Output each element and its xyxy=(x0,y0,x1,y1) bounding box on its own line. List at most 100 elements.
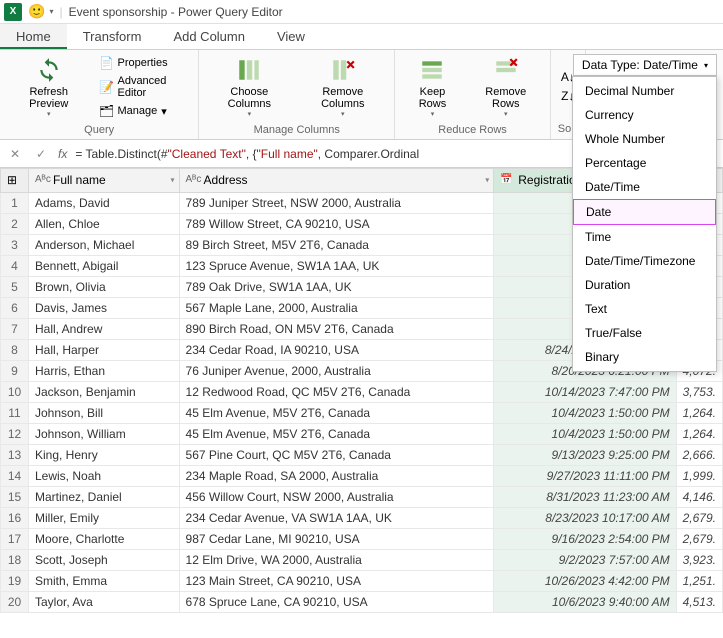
table-row[interactable]: 19Smith, Emma123 Main Street, CA 90210, … xyxy=(1,570,723,591)
row-header-corner[interactable]: ⊞ xyxy=(1,169,29,193)
filter-icon[interactable]: ▾ xyxy=(171,176,175,185)
cell-full-name[interactable]: Jackson, Benjamin xyxy=(29,381,180,402)
cell-full-name[interactable]: Martinez, Daniel xyxy=(29,486,180,507)
cell-address[interactable]: 678 Spruce Lane, CA 90210, USA xyxy=(179,591,494,612)
cell-full-name[interactable]: Moore, Charlotte xyxy=(29,528,180,549)
properties-button[interactable]: 📄Properties xyxy=(93,54,194,72)
cell-address[interactable]: 12 Elm Drive, WA 2000, Australia xyxy=(179,549,494,570)
cell-full-name[interactable]: Miller, Emily xyxy=(29,507,180,528)
datatype-option-time[interactable]: Time xyxy=(573,225,716,249)
cancel-formula-button[interactable]: ✕ xyxy=(6,145,24,163)
advanced-editor-button[interactable]: 📝Advanced Editor xyxy=(93,73,194,101)
cell-address[interactable]: 45 Elm Avenue, M5V 2T6, Canada xyxy=(179,402,494,423)
tab-view[interactable]: View xyxy=(261,24,321,49)
column-header-full-name[interactable]: AᴮcFull name▾ xyxy=(29,169,180,193)
cell-full-name[interactable]: Anderson, Michael xyxy=(29,234,180,255)
cell-address[interactable]: 987 Cedar Lane, MI 90210, USA xyxy=(179,528,494,549)
table-row[interactable]: 10Jackson, Benjamin12 Redwood Road, QC M… xyxy=(1,381,723,402)
cell-address[interactable]: 234 Cedar Avenue, VA SW1A 1AA, UK xyxy=(179,507,494,528)
cell-full-name[interactable]: Hall, Harper xyxy=(29,339,180,360)
datatype-option-decimal-number[interactable]: Decimal Number xyxy=(573,79,716,103)
cell-address[interactable]: 234 Cedar Road, IA 90210, USA xyxy=(179,339,494,360)
datatype-option-date-time-timezone[interactable]: Date/Time/Timezone xyxy=(573,249,716,273)
table-row[interactable]: 16Miller, Emily234 Cedar Avenue, VA SW1A… xyxy=(1,507,723,528)
row-number[interactable]: 8 xyxy=(1,339,29,360)
accept-formula-button[interactable]: ✓ xyxy=(32,145,50,163)
cell-extra[interactable]: 1,999. xyxy=(676,465,722,486)
cell-address[interactable]: 234 Maple Road, SA 2000, Australia xyxy=(179,465,494,486)
row-number[interactable]: 13 xyxy=(1,444,29,465)
datatype-option-date[interactable]: Date xyxy=(573,199,716,225)
row-number[interactable]: 2 xyxy=(1,213,29,234)
remove-columns-button[interactable]: Remove Columns▾ xyxy=(295,52,390,122)
row-number[interactable]: 3 xyxy=(1,234,29,255)
row-number[interactable]: 14 xyxy=(1,465,29,486)
datatype-option-duration[interactable]: Duration xyxy=(573,273,716,297)
cell-extra[interactable]: 2,679. xyxy=(676,507,722,528)
manage-button[interactable]: 🗂Manage▾ xyxy=(93,102,194,120)
cell-extra[interactable]: 4,146. xyxy=(676,486,722,507)
cell-address[interactable]: 567 Maple Lane, 2000, Australia xyxy=(179,297,494,318)
cell-address[interactable]: 890 Birch Road, ON M5V 2T6, Canada xyxy=(179,318,494,339)
cell-address[interactable]: 789 Oak Drive, SW1A 1AA, UK xyxy=(179,276,494,297)
datatype-option-whole-number[interactable]: Whole Number xyxy=(573,127,716,151)
cell-registration-date[interactable]: 9/16/2023 2:54:00 PM xyxy=(494,528,676,549)
cell-extra[interactable]: 2,679. xyxy=(676,528,722,549)
row-number[interactable]: 17 xyxy=(1,528,29,549)
cell-full-name[interactable]: Adams, David xyxy=(29,192,180,213)
row-number[interactable]: 7 xyxy=(1,318,29,339)
row-number[interactable]: 16 xyxy=(1,507,29,528)
cell-extra[interactable]: 3,753. xyxy=(676,381,722,402)
cell-registration-date[interactable]: 10/14/2023 7:47:00 PM xyxy=(494,381,676,402)
smile-icon[interactable]: 🙂 xyxy=(28,3,45,20)
cell-address[interactable]: 123 Main Street, CA 90210, USA xyxy=(179,570,494,591)
cell-address[interactable]: 123 Spruce Avenue, SW1A 1AA, UK xyxy=(179,255,494,276)
cell-address[interactable]: 789 Willow Street, CA 90210, USA xyxy=(179,213,494,234)
datatype-option-binary[interactable]: Binary xyxy=(573,345,716,369)
table-row[interactable]: 18Scott, Joseph12 Elm Drive, WA 2000, Au… xyxy=(1,549,723,570)
cell-registration-date[interactable]: 8/31/2023 11:23:00 AM xyxy=(494,486,676,507)
cell-extra[interactable]: 4,513. xyxy=(676,591,722,612)
cell-address[interactable]: 789 Juniper Street, NSW 2000, Australia xyxy=(179,192,494,213)
tab-transform[interactable]: Transform xyxy=(67,24,158,49)
cell-registration-date[interactable]: 10/4/2023 1:50:00 PM xyxy=(494,402,676,423)
cell-full-name[interactable]: Brown, Olivia xyxy=(29,276,180,297)
cell-full-name[interactable]: Lewis, Noah xyxy=(29,465,180,486)
table-row[interactable]: 13King, Henry567 Pine Court, QC M5V 2T6,… xyxy=(1,444,723,465)
row-number[interactable]: 9 xyxy=(1,360,29,381)
cell-registration-date[interactable]: 9/13/2023 9:25:00 PM xyxy=(494,444,676,465)
cell-full-name[interactable]: Johnson, Bill xyxy=(29,402,180,423)
datatype-option-percentage[interactable]: Percentage xyxy=(573,151,716,175)
datatype-option-currency[interactable]: Currency xyxy=(573,103,716,127)
table-row[interactable]: 15Martinez, Daniel456 Willow Court, NSW … xyxy=(1,486,723,507)
tab-add-column[interactable]: Add Column xyxy=(157,24,261,49)
cell-address[interactable]: 12 Redwood Road, QC M5V 2T6, Canada xyxy=(179,381,494,402)
cell-address[interactable]: 567 Pine Court, QC M5V 2T6, Canada xyxy=(179,444,494,465)
qat-dropdown-icon[interactable]: ▾ xyxy=(49,7,53,16)
cell-full-name[interactable]: Taylor, Ava xyxy=(29,591,180,612)
datatype-option-true-false[interactable]: True/False xyxy=(573,321,716,345)
table-row[interactable]: 14Lewis, Noah234 Maple Road, SA 2000, Au… xyxy=(1,465,723,486)
cell-address[interactable]: 45 Elm Avenue, M5V 2T6, Canada xyxy=(179,423,494,444)
tab-home[interactable]: Home xyxy=(0,24,67,49)
row-number[interactable]: 11 xyxy=(1,402,29,423)
row-number[interactable]: 12 xyxy=(1,423,29,444)
cell-full-name[interactable]: Bennett, Abigail xyxy=(29,255,180,276)
row-number[interactable]: 15 xyxy=(1,486,29,507)
cell-extra[interactable]: 1,264. xyxy=(676,423,722,444)
cell-full-name[interactable]: Scott, Joseph xyxy=(29,549,180,570)
cell-registration-date[interactable]: 10/4/2023 1:50:00 PM xyxy=(494,423,676,444)
refresh-preview-button[interactable]: Refresh Preview ▾ xyxy=(4,52,93,122)
remove-rows-button[interactable]: Remove Rows▾ xyxy=(466,52,546,122)
cell-registration-date[interactable]: 9/27/2023 11:11:00 PM xyxy=(494,465,676,486)
cell-extra[interactable]: 1,251. xyxy=(676,570,722,591)
datatype-option-date-time[interactable]: Date/Time xyxy=(573,175,716,199)
table-row[interactable]: 20Taylor, Ava678 Spruce Lane, CA 90210, … xyxy=(1,591,723,612)
table-row[interactable]: 12Johnson, William45 Elm Avenue, M5V 2T6… xyxy=(1,423,723,444)
cell-extra[interactable]: 2,666. xyxy=(676,444,722,465)
cell-full-name[interactable]: Hall, Andrew xyxy=(29,318,180,339)
row-number[interactable]: 10 xyxy=(1,381,29,402)
row-number[interactable]: 18 xyxy=(1,549,29,570)
cell-full-name[interactable]: Davis, James xyxy=(29,297,180,318)
row-number[interactable]: 4 xyxy=(1,255,29,276)
